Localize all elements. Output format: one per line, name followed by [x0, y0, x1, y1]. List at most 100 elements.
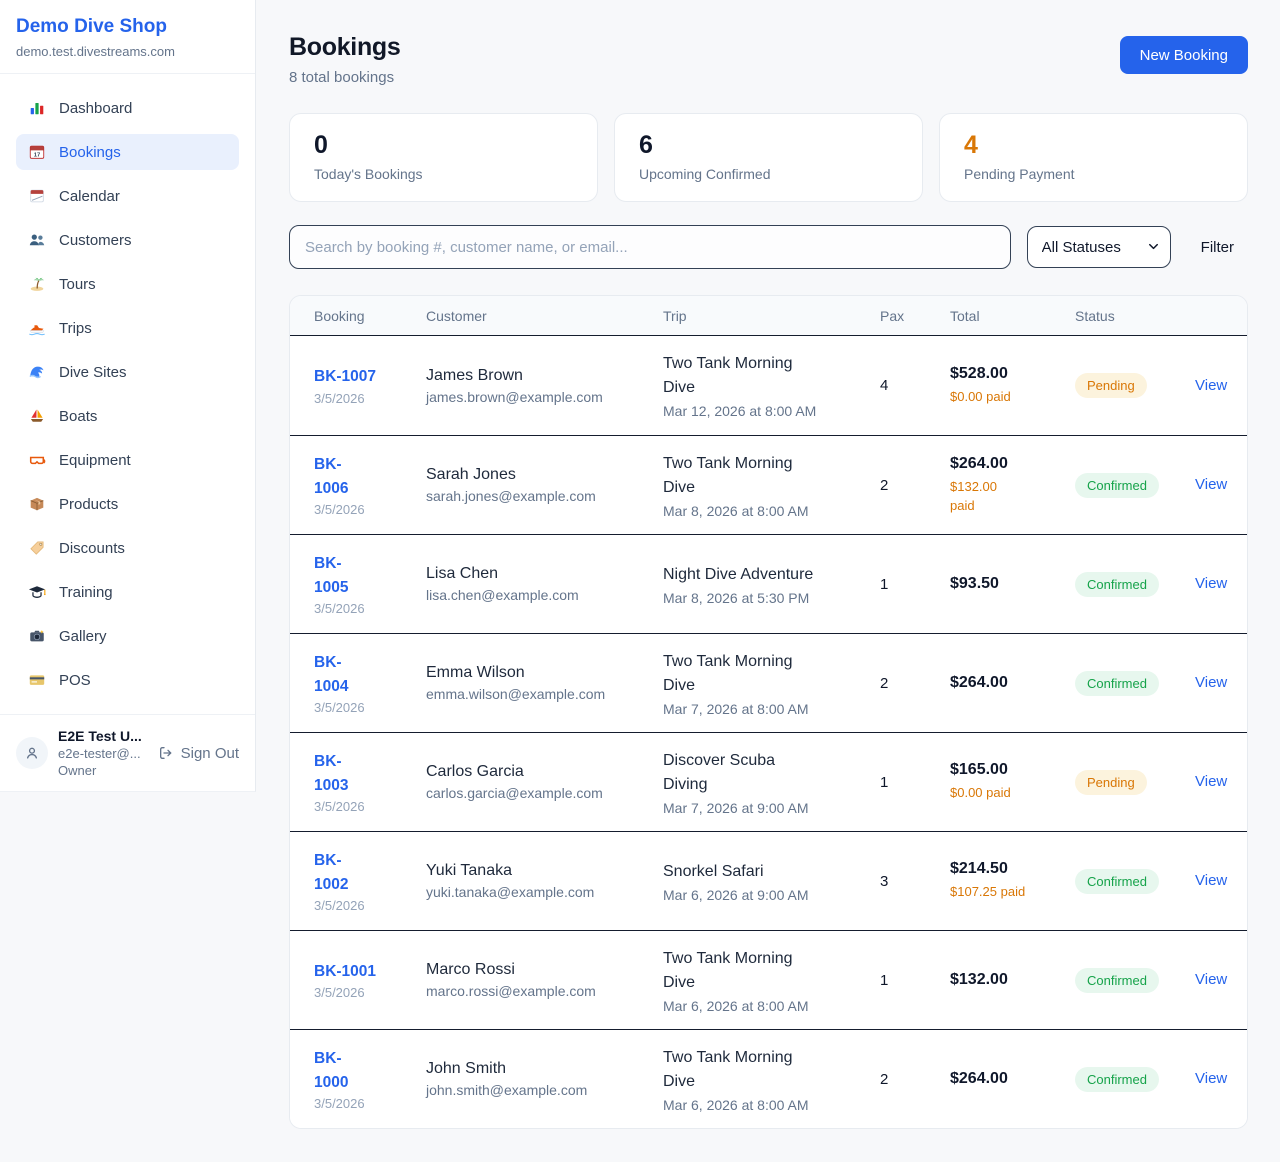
user-role: Owner: [58, 763, 97, 778]
actions-cell: View: [1195, 1070, 1227, 1088]
user-email: e2e-tester@...: [58, 746, 141, 761]
sidebar-item-customers[interactable]: Customers: [16, 222, 239, 258]
status-badge: Confirmed: [1075, 1066, 1159, 1092]
total-amount: $264.00: [950, 454, 1008, 472]
booking-cell: BK-1007 3/5/2026: [314, 365, 426, 405]
booking-id-link[interactable]: BK- 1006: [314, 456, 349, 497]
view-booking-link[interactable]: View: [1195, 872, 1228, 889]
table-row: BK- 1005 3/5/2026 Lisa Chen lisa.chen@ex…: [290, 534, 1247, 633]
sidebar-item-pos[interactable]: POS: [16, 662, 239, 698]
main-content: Bookings 8 total bookings New Booking 0 …: [257, 0, 1280, 1129]
booking-id-link[interactable]: BK- 1002: [314, 852, 349, 893]
sidebar-item-label: Equipment: [59, 451, 131, 469]
booking-created-date: 3/5/2026: [314, 501, 365, 517]
trip-cell: Two Tank Morning Dive Mar 6, 2026 at 8:0…: [663, 947, 880, 1014]
status-badge: Confirmed: [1075, 868, 1159, 894]
sidebar-item-label: POS: [59, 671, 91, 689]
column-header-customer: Customer: [426, 307, 487, 324]
brand-name-link[interactable]: Demo Dive Shop: [16, 16, 167, 37]
sidebar-item-boats[interactable]: Boats: [16, 398, 239, 434]
trip-cell: Discover Scuba Diving Mar 7, 2026 at 9:0…: [663, 749, 880, 816]
trip-name: Two Tank Morning Dive: [663, 355, 793, 396]
table-row: BK-1001 3/5/2026 Marco Rossi marco.rossi…: [290, 930, 1247, 1029]
view-booking-link[interactable]: View: [1195, 1070, 1228, 1087]
booking-id-link[interactable]: BK- 1005: [314, 555, 349, 596]
trip-name: Snorkel Safari: [663, 862, 764, 880]
table-row: BK- 1002 3/5/2026 Yuki Tanaka yuki.tanak…: [290, 831, 1247, 930]
booking-id-link[interactable]: BK- 1003: [314, 753, 349, 794]
status-cell: Pending: [1075, 769, 1195, 795]
status-cell: Confirmed: [1075, 1066, 1195, 1092]
pax-count: 2: [880, 476, 889, 494]
search-input[interactable]: [289, 225, 1011, 269]
trip-cell: Snorkel Safari Mar 6, 2026 at 9:00 AM: [663, 860, 880, 903]
stat-value: 4: [964, 131, 978, 159]
paid-amount: $107.25 paid: [950, 884, 1026, 900]
view-booking-link[interactable]: View: [1195, 376, 1228, 394]
status-cell: Confirmed: [1075, 967, 1195, 993]
booking-id-link[interactable]: BK-1001: [314, 962, 377, 980]
page-subtitle: 8 total bookings: [289, 69, 395, 86]
trip-datetime: Mar 6, 2026 at 8:00 AM: [663, 997, 809, 1014]
sidebar-item-tours[interactable]: Tours: [16, 266, 239, 302]
page-header: Bookings 8 total bookings New Booking: [289, 33, 1248, 86]
stat-label: Today's Bookings: [314, 166, 423, 182]
calendar-icon: [28, 187, 46, 205]
stat-value: 6: [639, 131, 653, 159]
view-booking-link[interactable]: View: [1195, 674, 1228, 691]
sidebar-item-products[interactable]: Products: [16, 486, 239, 522]
column-header-trip: Trip: [663, 307, 687, 324]
new-booking-button[interactable]: New Booking: [1119, 36, 1248, 74]
sign-out-button[interactable]: Sign Out: [158, 745, 239, 762]
sidebar-item-bookings[interactable]: 17 Bookings: [16, 134, 239, 170]
sidebar-item-training[interactable]: Training: [16, 574, 239, 610]
actions-cell: View: [1195, 377, 1227, 395]
customer-name: Lisa Chen: [426, 565, 499, 582]
view-booking-link[interactable]: View: [1195, 773, 1228, 790]
booking-cell: BK- 1000 3/5/2026: [314, 1047, 426, 1111]
sidebar-item-discounts[interactable]: Discounts: [16, 530, 239, 566]
booking-id-link[interactable]: BK- 1000: [314, 1050, 349, 1091]
sidebar-item-dashboard[interactable]: Dashboard: [16, 90, 239, 126]
status-filter-select[interactable]: All Statuses: [1026, 226, 1171, 268]
table-row: BK- 1006 3/5/2026 Sarah Jones sarah.jone…: [290, 435, 1247, 534]
sidebar-item-gallery[interactable]: Gallery: [16, 618, 239, 654]
trip-cell: Night Dive Adventure Mar 8, 2026 at 5:30…: [663, 563, 880, 606]
actions-cell: View: [1195, 575, 1227, 593]
table-row: BK- 1004 3/5/2026 Emma Wilson emma.wilso…: [290, 633, 1247, 732]
booking-id-link[interactable]: BK- 1004: [314, 654, 349, 695]
column-header-pax: Pax: [880, 307, 905, 324]
actions-cell: View: [1195, 971, 1227, 989]
actions-cell: View: [1195, 674, 1227, 692]
booking-id-link[interactable]: BK-1007: [314, 368, 377, 386]
sidebar-item-dive-sites[interactable]: Dive Sites: [16, 354, 239, 390]
booking-created-date: 3/5/2026: [314, 699, 365, 715]
view-booking-link[interactable]: View: [1195, 575, 1228, 592]
sidebar-item-calendar[interactable]: Calendar: [16, 178, 239, 214]
trip-datetime: Mar 12, 2026 at 8:00 AM: [663, 403, 817, 419]
paid-amount: $0.00 paid: [950, 388, 1011, 404]
trip-datetime: Mar 6, 2026 at 8:00 AM: [663, 1096, 809, 1113]
total-cell: $264.00: [950, 674, 1075, 692]
stat-card-upcoming-confirmed: 6 Upcoming Confirmed: [614, 113, 923, 202]
trip-cell: Two Tank Morning Dive Mar 6, 2026 at 8:0…: [663, 1046, 880, 1113]
sidebar-item-label: Training: [59, 583, 113, 601]
trip-name: Two Tank Morning Dive: [663, 454, 793, 496]
total-cell: $132.00: [950, 971, 1075, 989]
filter-button[interactable]: Filter: [1187, 239, 1248, 256]
total-cell: $214.50 $107.25 paid: [950, 860, 1075, 902]
trip-cell: Two Tank Morning Dive Mar 12, 2026 at 8:…: [663, 352, 880, 419]
view-booking-link[interactable]: View: [1195, 971, 1228, 988]
sidebar-nav: Dashboard 17 Bookings Calendar Customers…: [0, 74, 255, 714]
user-info: E2E Test U... e2e-tester@... Owner: [58, 728, 148, 778]
customer-cell: John Smith john.smith@example.com: [426, 1060, 663, 1098]
sidebar-item-equipment[interactable]: Equipment: [16, 442, 239, 478]
sidebar-item-trips[interactable]: Trips: [16, 310, 239, 346]
pax-count: 2: [880, 1070, 889, 1088]
view-booking-link[interactable]: View: [1195, 476, 1228, 493]
status-badge: Confirmed: [1075, 670, 1159, 696]
customer-name: Sarah Jones: [426, 466, 516, 483]
tag-icon: [28, 539, 46, 557]
page-title: Bookings: [289, 33, 401, 61]
customer-email: sarah.jones@example.com: [426, 488, 596, 504]
